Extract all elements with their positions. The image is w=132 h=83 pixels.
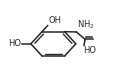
Text: NH$_2$: NH$_2$ <box>77 19 95 31</box>
Text: HO: HO <box>9 39 22 48</box>
Text: OH: OH <box>49 16 62 25</box>
Text: HO: HO <box>84 46 96 55</box>
